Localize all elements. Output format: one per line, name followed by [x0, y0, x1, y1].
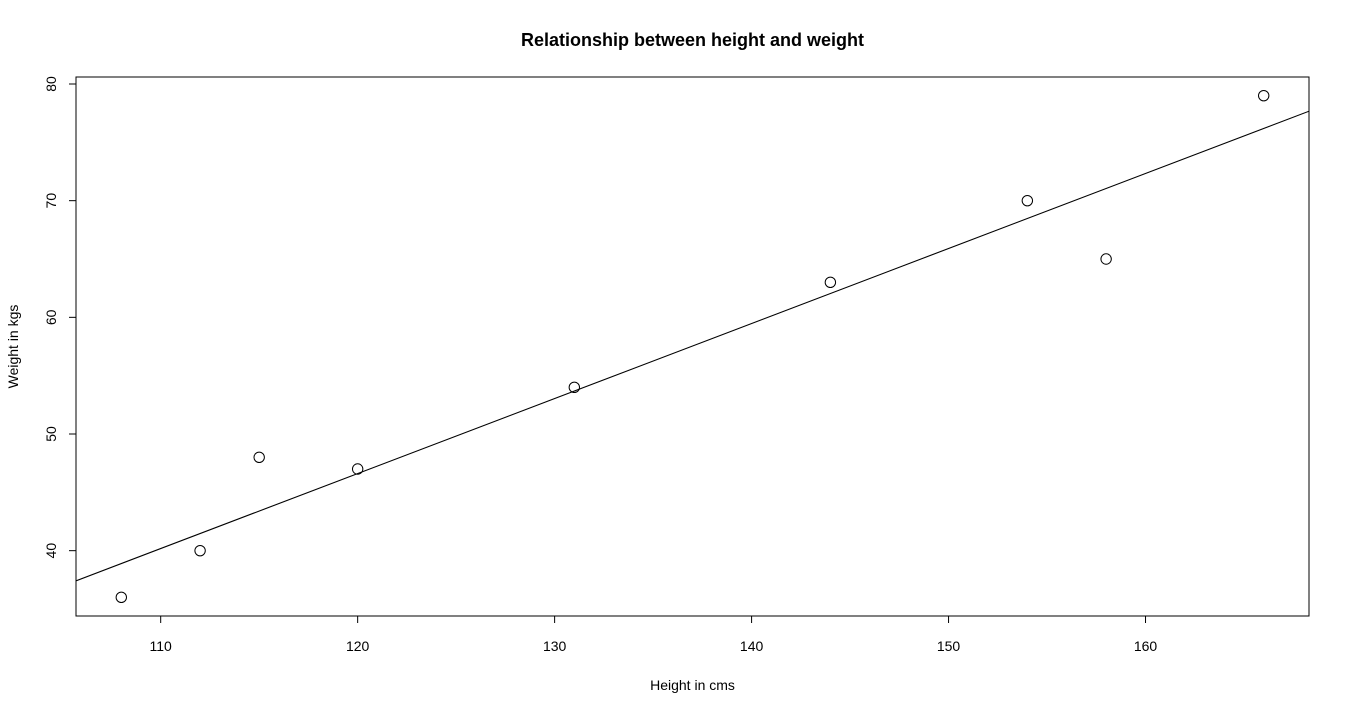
x-tick-label: 160 [1134, 638, 1158, 654]
y-tick-label: 80 [43, 76, 59, 92]
y-tick-label: 50 [43, 426, 59, 442]
y-tick-label: 60 [43, 309, 59, 325]
data-point [194, 544, 206, 557]
data-point [568, 381, 581, 394]
x-axis-label: Height in cms [650, 677, 735, 693]
data-point [115, 591, 128, 604]
data-point [1257, 89, 1270, 102]
y-axis: 40 50 60 70 80 [43, 76, 76, 558]
data-point [253, 451, 265, 464]
regression-line [76, 110, 1309, 582]
plot-frame [75, 76, 1310, 617]
y-axis-label: Weight in kgs [5, 305, 21, 389]
x-tick-label: 110 [150, 638, 173, 654]
regression-line-group [76, 110, 1309, 582]
y-tick-label: 70 [43, 193, 59, 209]
data-points [115, 89, 1270, 604]
data-point [824, 276, 837, 289]
data-point [1021, 194, 1034, 207]
x-tick-label: 140 [740, 638, 764, 654]
chart-title: Relationship between height and weight [521, 30, 864, 50]
x-axis: 110 120 130 140 150 160 [150, 616, 1158, 654]
data-point [351, 463, 364, 475]
x-tick-label: 130 [543, 638, 567, 654]
y-tick-label: 40 [43, 543, 59, 559]
x-tick-label: 120 [346, 638, 370, 654]
x-tick-label: 150 [937, 638, 961, 654]
data-point [1100, 253, 1112, 265]
